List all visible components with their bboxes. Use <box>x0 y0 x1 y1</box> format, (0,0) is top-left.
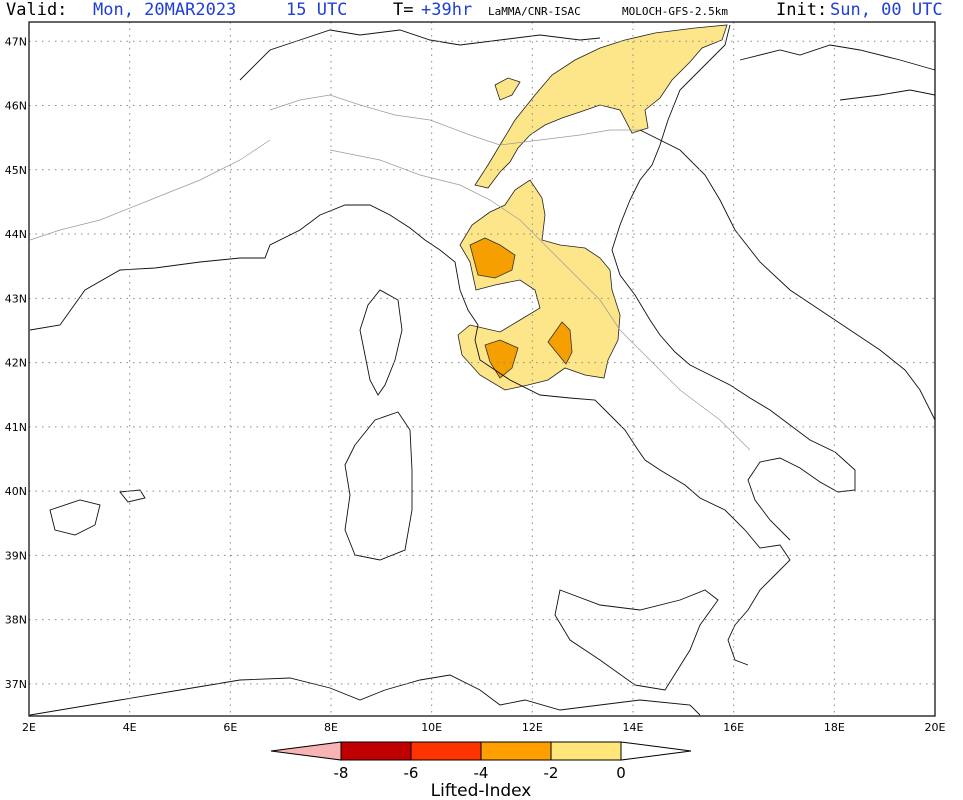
colorbar <box>270 741 692 761</box>
lon-tick-label: 6E <box>223 721 237 734</box>
lon-tick-label: 4E <box>123 721 137 734</box>
credit-text: LaMMA/CNR-ISAC <box>488 5 581 18</box>
lon-tick-label: 12E <box>522 721 543 734</box>
lon-tick-label: 10E <box>421 721 442 734</box>
lon-tick-label: 14E <box>623 721 644 734</box>
lifted-index-shading-light <box>457 24 728 391</box>
map-frame <box>28 21 936 717</box>
lat-tick-label: 37N <box>5 678 27 691</box>
coast-balkans <box>639 129 936 421</box>
coast-west-europe <box>29 204 791 666</box>
lead-time: +39hr <box>421 0 473 20</box>
colorbar-tick-4: -2 <box>544 764 559 782</box>
lead-label: T= <box>393 0 414 20</box>
lat-tick-label: 45N <box>5 164 27 177</box>
lat-tick-label: 41N <box>5 421 27 434</box>
balearic-menorca <box>119 489 146 503</box>
init-date: Sun, 00 UTC <box>830 0 943 20</box>
colorbar-tick-2: -6 <box>404 764 419 782</box>
balearic-mallorca <box>49 499 101 536</box>
lat-tick-label: 46N <box>5 100 27 113</box>
coast-north-africa <box>29 674 701 716</box>
borders <box>29 94 751 451</box>
colorbar-segment-4-2 <box>480 741 552 761</box>
lat-tick-label: 40N <box>5 485 27 498</box>
colorbar-segment-2-0 <box>550 741 622 761</box>
longitude-tick-labels: 2E 4E 6E 8E 10E 12E 14E 16E 18E 20E <box>22 721 945 734</box>
corsica <box>359 289 403 396</box>
coastlines <box>29 24 936 716</box>
lat-tick-label: 47N <box>5 35 27 48</box>
lat-tick-label: 39N <box>5 549 27 562</box>
colorbar-segment-6-4 <box>410 741 482 761</box>
sicily <box>554 589 719 691</box>
colorbar-segment-above-0 <box>620 741 692 761</box>
lat-tick-label: 38N <box>5 614 27 627</box>
init-label: Init: <box>776 0 828 20</box>
colorbar-segment-8-6 <box>340 741 412 761</box>
latitude-tick-labels: 37N 38N 39N 40N 41N 42N 43N 44N 45N 46N 47N <box>5 35 27 691</box>
colorbar-segment-below-8 <box>270 741 342 761</box>
coast-east-europe <box>739 44 936 71</box>
model-text: MOLOCH-GFS-2.5km <box>622 5 728 18</box>
lat-tick-label: 44N <box>5 228 27 241</box>
valid-label: Valid: <box>6 0 68 20</box>
lon-tick-label: 16E <box>723 721 744 734</box>
lat-tick-label: 42N <box>5 357 27 370</box>
colorbar-title: Lifted-Index <box>431 781 532 800</box>
lon-tick-label: 18E <box>824 721 845 734</box>
lon-tick-label: 8E <box>324 721 338 734</box>
valid-time: 15 UTC <box>286 0 348 20</box>
lat-tick-label: 43N <box>5 292 27 305</box>
lifted-index-shading-dark <box>469 237 573 379</box>
coast-adriatic-islands <box>839 89 936 101</box>
colorbar-tick-3: -4 <box>474 764 489 782</box>
colorbar-tick-5: 0 <box>616 764 626 782</box>
sardinia <box>344 411 413 561</box>
coast-alps-north <box>239 29 601 81</box>
lon-tick-label: 2E <box>22 721 36 734</box>
lat-lon-grid <box>29 22 935 716</box>
valid-date: Mon, 20MAR2023 <box>93 0 237 20</box>
lon-tick-label: 20E <box>925 721 946 734</box>
header-bar: Valid: Mon, 20MAR2023 15 UTC T= +39hr La… <box>0 0 963 22</box>
colorbar-tick-1: -8 <box>334 764 349 782</box>
